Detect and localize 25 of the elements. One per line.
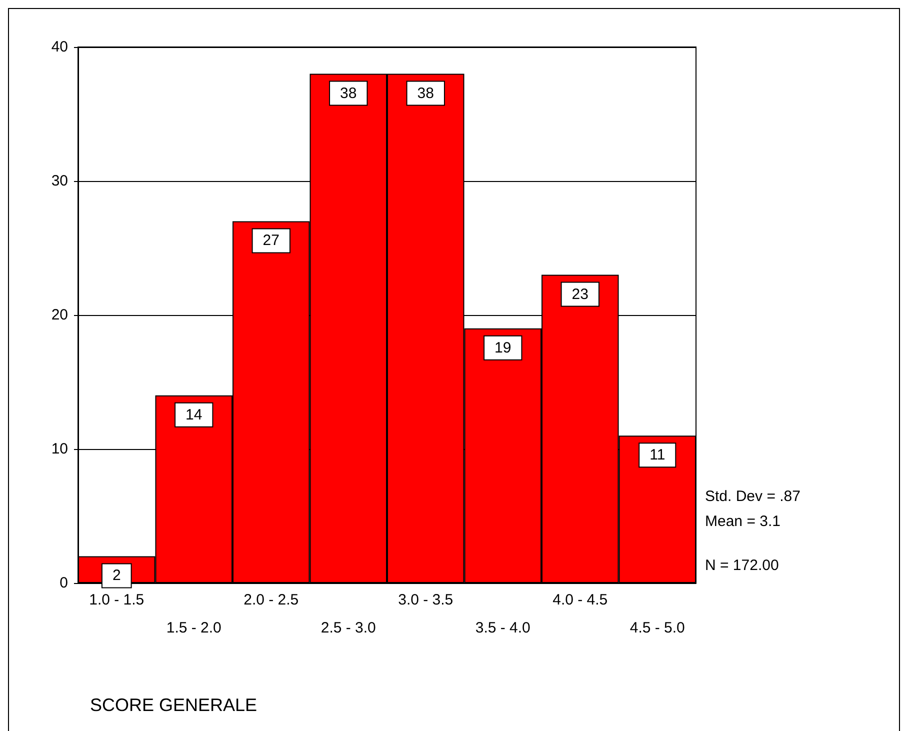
data-label: 19 [494,339,512,356]
text: Mean = 3.1 [705,513,780,530]
x-tick-label: 1.5 - 2.0 [166,620,222,636]
data-label: 27 [262,232,280,250]
x-tick-label: 2.0 - 2.5 [244,592,299,608]
data-label: 2 [112,567,121,584]
y-tick-label: 20 [51,306,68,324]
x-tick-label: 4.5 - 5.0 [630,620,685,636]
data-label: 38 [340,84,357,102]
x-tick-label: 2.5 - 3.0 [320,620,376,636]
y-tick-label: 40 [51,38,68,56]
x-axis-title: SCORE GENERALE [90,695,258,715]
data-label: 38 [417,84,434,102]
y-tick-label: 0 [60,574,68,592]
y-tick-label: 10 [51,440,68,458]
x-tick-label: 3.0 - 3.5 [398,592,454,608]
data-label: 14 [186,406,202,424]
data-label: 23 [572,286,588,303]
x-tick-label: 4.0 - 4.5 [552,592,608,608]
y-tick-label: 30 [51,172,68,190]
x-tick-label: 1.0 - 1.5 [89,592,144,608]
text: Std. Dev = .87 [705,488,800,505]
x-tick-label: 3.5 - 4.0 [475,620,530,636]
data-label: 11 [650,446,666,464]
text: N = 172.00 [705,557,779,574]
